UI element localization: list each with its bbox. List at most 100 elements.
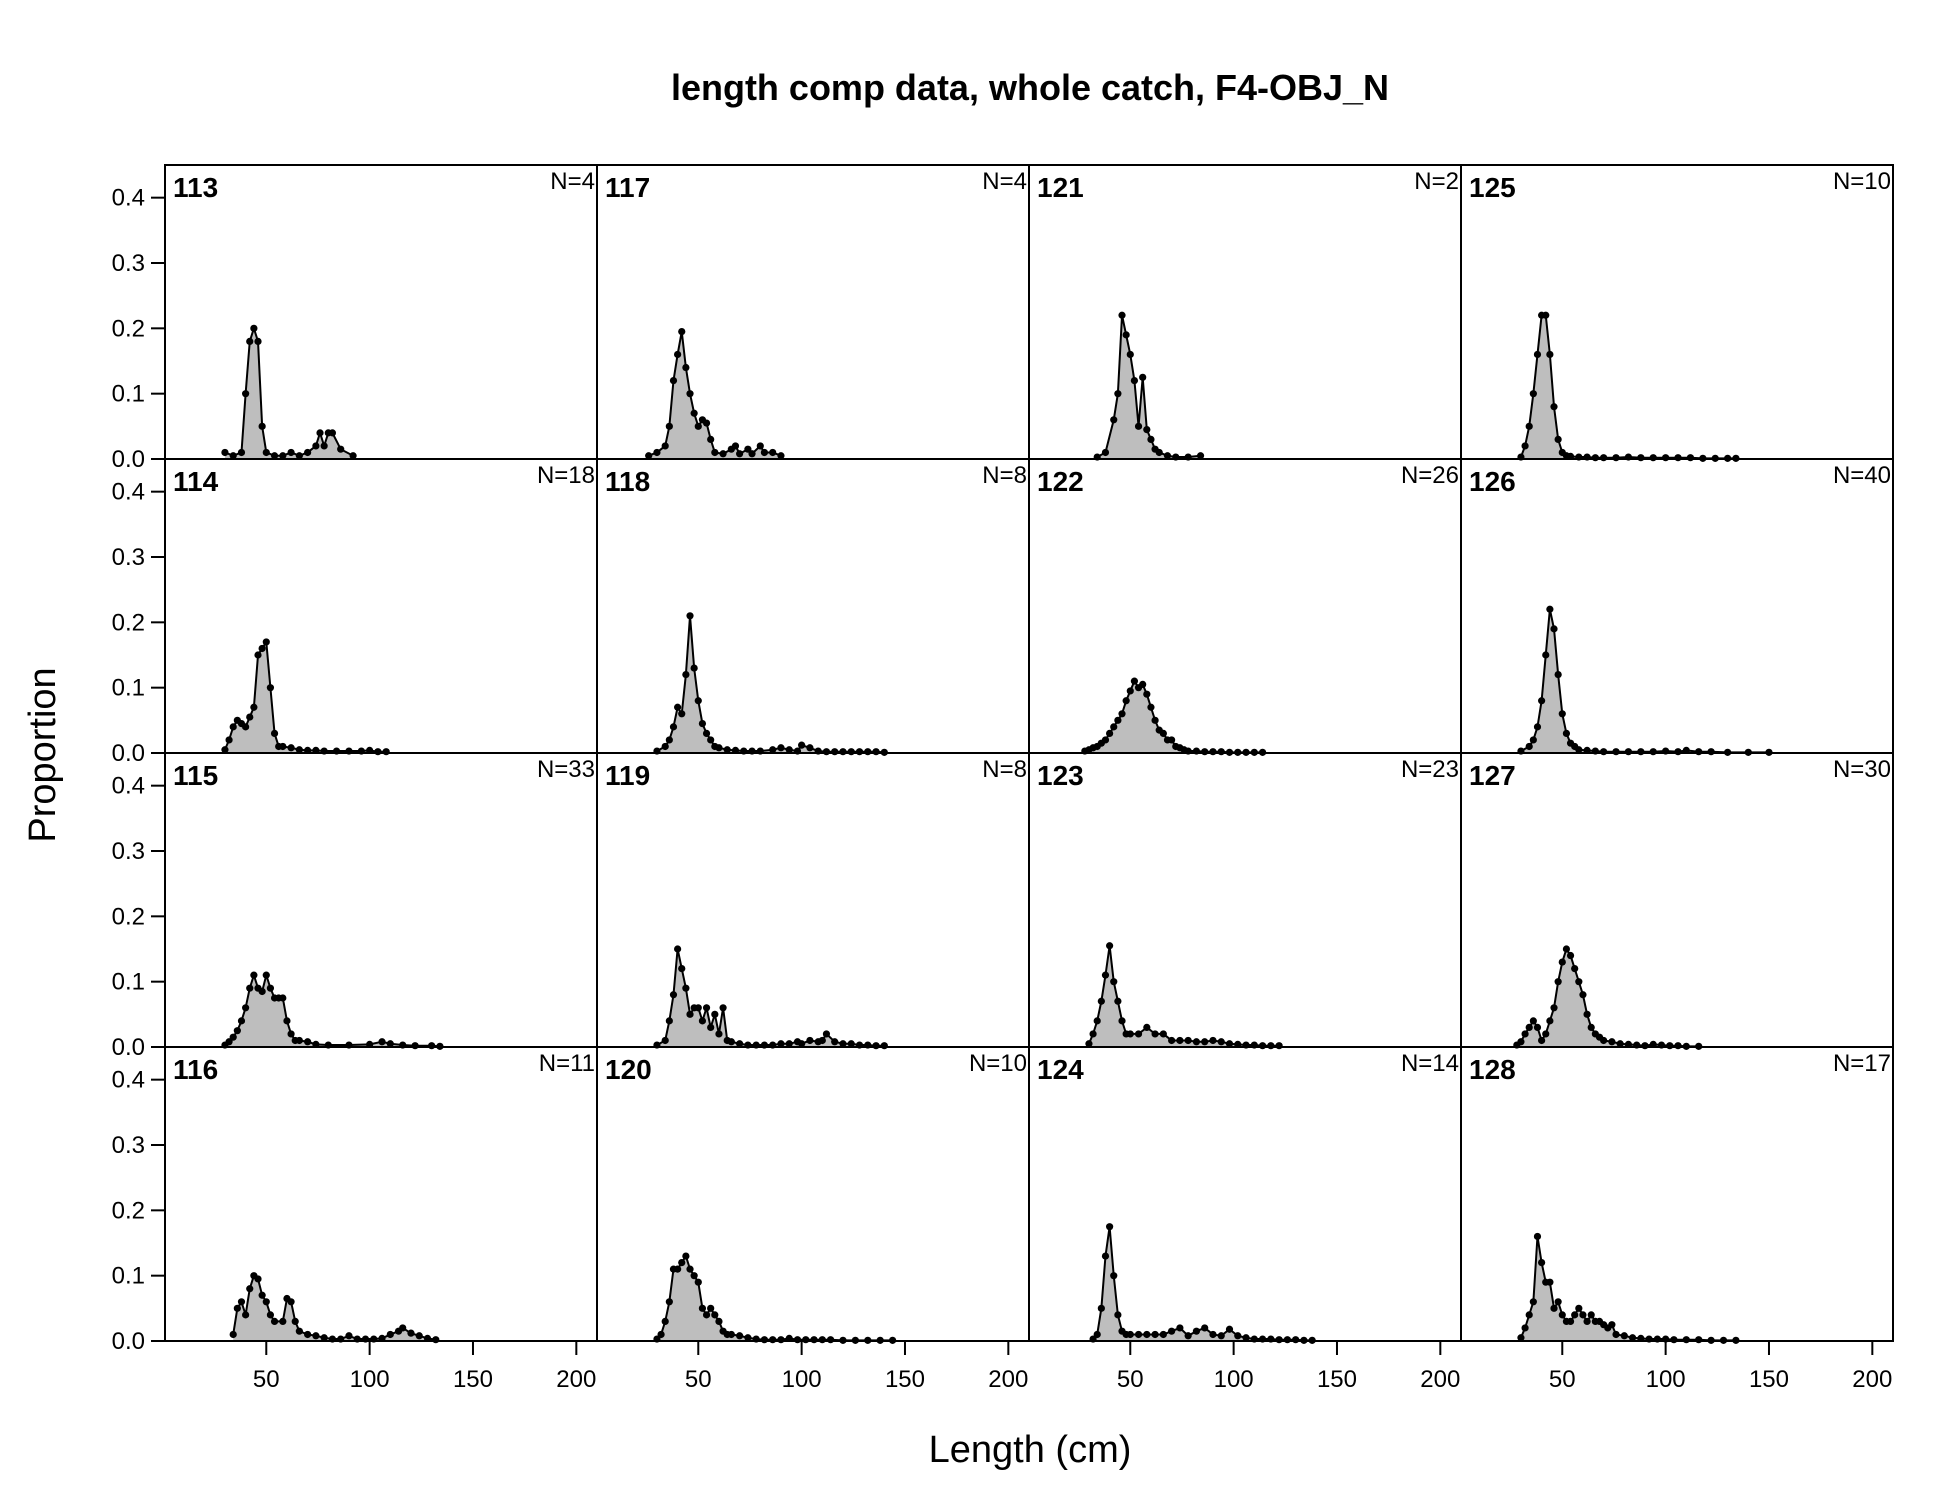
- data-point: [665, 1298, 673, 1306]
- data-point: [707, 736, 715, 744]
- data-point: [1139, 373, 1147, 381]
- data-point: [715, 744, 723, 752]
- data-point: [1674, 454, 1682, 462]
- data-point: [1110, 1272, 1118, 1280]
- axes: 0.0 0.1 0.2 0.3 0.4 0.0 0.1 0.2 0.3 0.4 0.0 0.1 0.2 0…: [112, 185, 1893, 1393]
- panel-label: 125: [1469, 172, 1516, 203]
- data-point: [1101, 736, 1110, 744]
- data-point: [872, 748, 880, 756]
- data-point: [1554, 1298, 1562, 1306]
- data-point: [657, 1330, 665, 1339]
- data-point: [1575, 1304, 1583, 1312]
- data-point: [266, 984, 275, 992]
- panel-127: 127 N=30: [1460, 752, 1894, 1050]
- data-point: [295, 746, 303, 754]
- data-point: [407, 1329, 415, 1337]
- data-point: [1184, 1332, 1192, 1340]
- data-point: [678, 328, 686, 336]
- data-point: [279, 452, 287, 460]
- data-point: [287, 1298, 295, 1306]
- data-point: [1620, 1332, 1628, 1340]
- data-point: [847, 1040, 855, 1048]
- panel-frame: [1028, 1046, 1462, 1342]
- data-point: [1143, 1023, 1151, 1031]
- data-point: [1275, 1336, 1283, 1344]
- data-point: [386, 1330, 394, 1339]
- x-tick-label: 100: [350, 1366, 390, 1393]
- data-point: [880, 1042, 888, 1050]
- data-point: [727, 1038, 735, 1046]
- data-point: [777, 744, 785, 752]
- data-point: [1550, 625, 1558, 633]
- data-point: [744, 1334, 752, 1342]
- y-tick-label: 0.3: [112, 838, 145, 865]
- data-point: [1097, 1304, 1105, 1312]
- data-point: [1554, 435, 1562, 443]
- data-point: [839, 748, 847, 756]
- data-point: [1587, 1311, 1595, 1319]
- data-point: [287, 744, 295, 752]
- sample-size-label: N=10: [1833, 168, 1891, 195]
- data-point: [1151, 1030, 1159, 1038]
- panel-label: 119: [605, 760, 650, 791]
- panel-118: 118 N=8: [596, 458, 1030, 756]
- data-point: [769, 1336, 777, 1344]
- data-point: [1542, 651, 1550, 659]
- data-point: [1114, 1311, 1122, 1319]
- sample-size-label: N=4: [550, 168, 595, 195]
- data-point: [831, 748, 839, 756]
- data-point: [1168, 736, 1176, 744]
- data-point: [295, 1327, 303, 1335]
- x-tick-label: 50: [253, 1366, 280, 1393]
- data-point: [1533, 723, 1542, 731]
- sample-size-label: N=23: [1401, 756, 1459, 783]
- panel-frame: [1028, 164, 1462, 460]
- data-point: [674, 945, 682, 953]
- data-point: [1126, 687, 1134, 695]
- data-point: [777, 1040, 785, 1048]
- data-point: [665, 736, 673, 744]
- panel-frame: [164, 1046, 598, 1342]
- sample-size-label: N=14: [1401, 1050, 1459, 1077]
- panel-117: 117 N=4: [596, 164, 1030, 460]
- data-point: [785, 1040, 793, 1048]
- panel-label: 117: [605, 172, 650, 203]
- data-point: [1624, 748, 1633, 756]
- data-point: [304, 1038, 312, 1046]
- data-point: [665, 422, 673, 430]
- data-point: [665, 1017, 673, 1025]
- data-point: [1143, 690, 1151, 698]
- data-point: [246, 1285, 254, 1293]
- panel-label: 114: [173, 466, 219, 497]
- data-point: [242, 723, 250, 731]
- data-point: [1085, 1040, 1093, 1048]
- data-point: [1538, 1036, 1546, 1045]
- panel-122: 122 N=26: [1028, 458, 1462, 756]
- area-fill: [233, 1275, 436, 1341]
- data-point: [707, 435, 715, 443]
- data-point: [669, 723, 678, 731]
- area-fill: [656, 949, 885, 1047]
- data-point: [246, 713, 254, 721]
- data-point: [1521, 1030, 1529, 1038]
- panel-frame: [596, 164, 1030, 460]
- data-point: [777, 452, 785, 460]
- data-point: [1546, 605, 1554, 613]
- data-point: [760, 1336, 769, 1344]
- data-point: [225, 736, 233, 744]
- data-point: [669, 377, 678, 385]
- data-point: [1101, 1252, 1110, 1260]
- data-point: [1101, 448, 1110, 457]
- data-point: [777, 1336, 785, 1344]
- data-point: [760, 448, 769, 457]
- panel-frame: [596, 1046, 1030, 1342]
- panel-frame: [164, 752, 598, 1048]
- data-point: [702, 729, 711, 738]
- panel-label: 126: [1469, 466, 1516, 497]
- data-point: [279, 1317, 287, 1325]
- data-point: [1637, 748, 1645, 756]
- panel-113: 113 N=4: [164, 164, 598, 460]
- data-point: [1550, 1004, 1558, 1012]
- y-tick-label: 0.4: [112, 479, 145, 506]
